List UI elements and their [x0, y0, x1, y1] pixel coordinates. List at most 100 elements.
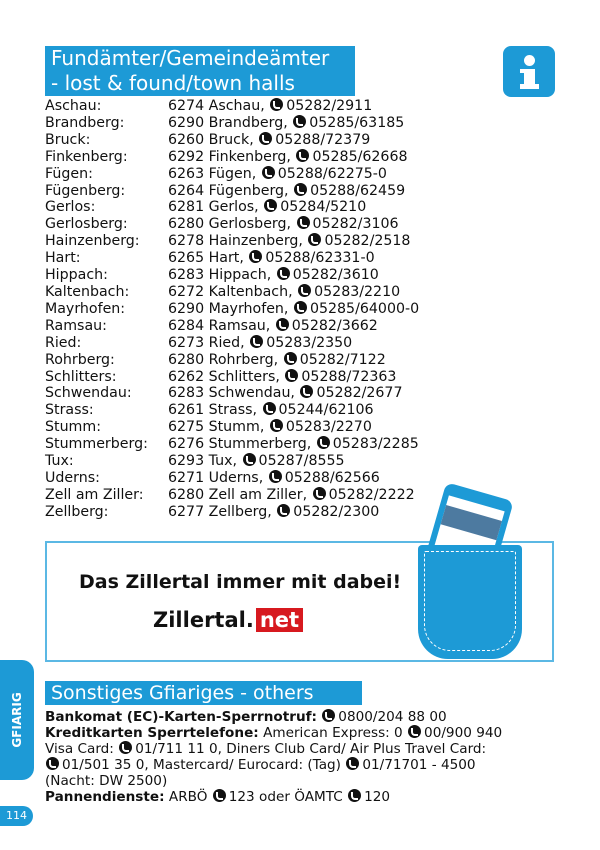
- phone-number: 05287/8555: [258, 453, 345, 470]
- phone-icon: [250, 334, 264, 348]
- phone-number: 05283/2270: [285, 419, 372, 436]
- town-name: Stummerberg:: [45, 436, 148, 453]
- phone-icon: [270, 98, 284, 111]
- zillertal-net-logo: Zillertal. net: [153, 608, 304, 632]
- pocket-icon: [418, 545, 522, 659]
- phone-number: 05285/62668: [312, 148, 408, 165]
- list-item: Gerlosberg: 6280 Gerlosberg, 05282/3106: [45, 216, 419, 233]
- phone-number: 05282/7122: [299, 351, 386, 368]
- list-item: Stummerberg: 6276 Stummerberg, 05283/2285: [45, 436, 419, 453]
- list-item: Strass: 6261 Strass, 05244/62106: [45, 402, 419, 419]
- phone-number: 05244/62106: [278, 402, 374, 419]
- town-address: 6265 Hart, 05288/62331-0: [168, 250, 375, 267]
- town-address: 6274 Aschau, 05282/2911: [168, 98, 373, 114]
- town-address: 6280 Gerlosberg, 05282/3106: [168, 216, 399, 233]
- list-item: Bruck: 6260 Bruck, 05288/72379: [45, 131, 419, 149]
- phone-number: 05282/3662: [291, 317, 378, 334]
- phone-icon: [408, 725, 422, 738]
- phone-icon: [298, 283, 312, 297]
- town-hall-list: Aschau: 6274 Aschau, 05282/2911 Brandberg:…: [45, 98, 419, 521]
- list-item: Kaltenbach: 6272 Kaltenbach, 05283/2210: [45, 283, 419, 301]
- town-name: Uderns:: [45, 469, 100, 486]
- phone-number: 05282/2300: [293, 503, 380, 520]
- town-name: Aschau:: [45, 98, 102, 114]
- town-name: Tux:: [45, 453, 74, 470]
- phone-number: 05284/5210: [280, 199, 367, 216]
- phone-icon: [348, 789, 362, 802]
- town-name: Hart:: [45, 250, 81, 267]
- town-name: Brandberg:: [45, 114, 125, 131]
- town-address: 6290 Brandberg, 05285/63185: [168, 114, 405, 131]
- town-name: Rohrberg:: [45, 351, 115, 368]
- phone-number: 05288/62459: [310, 182, 406, 199]
- phone-number: 05285/64000-0: [309, 300, 420, 317]
- list-item: Hippach: 6283 Hippach, 05282/3610: [45, 267, 419, 284]
- phone-icon: [308, 233, 322, 247]
- town-name: Bruck:: [45, 131, 91, 148]
- town-name: Fügen:: [45, 165, 93, 182]
- info-icon: [503, 46, 555, 97]
- town-name: Hainzenberg:: [45, 233, 140, 250]
- list-item: Tux: 6293 Tux, 05287/8555: [45, 453, 419, 470]
- town-address: 6277 Zellberg, 05282/2300: [168, 503, 380, 520]
- phone-icon: [276, 267, 290, 281]
- list-item: Gerlos: 6281 Gerlos, 05284/5210: [45, 199, 419, 216]
- list-item: Fügen: 6263 Fügen, 05288/62275-0: [45, 165, 419, 183]
- phone-icon: [283, 351, 297, 365]
- section-title-others: Sonstiges Gfiariges - others: [45, 681, 362, 705]
- town-address: 6276 Stummerberg, 05283/2285: [168, 436, 419, 453]
- section-title-town-halls: Fundämter/Gemeindeämter - lost & found/t…: [45, 46, 355, 96]
- phone-icon: [322, 709, 336, 722]
- town-address: 6262 Schlitters, 05288/72363: [168, 368, 397, 385]
- town-name: Schlitters:: [45, 368, 117, 385]
- town-address: 6281 Gerlos, 05284/5210: [168, 199, 367, 216]
- phone-icon: [316, 436, 330, 450]
- list-item: Fügenberg: 6264 Fügenberg, 05288/62459: [45, 182, 419, 200]
- list-item: Ried: 6273 Ried, 05283/2350: [45, 334, 419, 352]
- phone-number: 05282/2677: [316, 385, 403, 402]
- phone-number: 05283/2285: [332, 436, 419, 453]
- town-name: Schwendau:: [45, 385, 132, 402]
- phone-icon: [261, 165, 275, 179]
- zillertal-banner[interactable]: Das Zillertal immer mit dabei! Zillertal…: [45, 541, 554, 662]
- town-address: 6272 Kaltenbach, 05283/2210: [168, 283, 401, 300]
- banner-slogan: Das Zillertal immer mit dabei!: [79, 571, 402, 593]
- phone-icon: [293, 300, 307, 314]
- phone-icon: [212, 789, 226, 802]
- list-item: Schlitters: 6262 Schlitters, 05288/72363: [45, 368, 419, 386]
- town-address: 6280 Zell am Ziller, 05282/2222: [168, 486, 415, 503]
- phone-icon: [293, 114, 307, 128]
- phone-number: 05288/62566: [284, 469, 380, 486]
- phone-icon: [277, 503, 291, 517]
- phone-number: 05283/2210: [314, 283, 401, 300]
- phone-icon: [269, 419, 283, 433]
- phone-number: 05282/2911: [286, 98, 373, 114]
- town-name: Hippach:: [45, 267, 108, 284]
- list-item: Hart: 6265 Hart, 05288/62331-0: [45, 250, 419, 267]
- phone-icon: [296, 148, 310, 162]
- town-name: Strass:: [45, 402, 94, 419]
- phone-icon: [296, 216, 310, 230]
- town-address: 6292 Finkenberg, 05285/62668: [168, 148, 408, 165]
- town-address: 6283 Schwendau, 05282/2677: [168, 385, 403, 402]
- phone-icon: [294, 182, 308, 196]
- list-item: Schwendau: 6283 Schwendau, 05282/2677: [45, 385, 419, 402]
- phone-icon: [46, 757, 59, 770]
- phone-number: 05288/72379: [275, 131, 371, 148]
- chapter-tab[interactable]: GFIARIG: [0, 660, 34, 780]
- list-item: Rohrberg: 6280 Rohrberg, 05282/7122: [45, 351, 419, 369]
- town-address: 6264 Fügenberg, 05288/62459: [168, 182, 406, 199]
- town-address: 6283 Hippach, 05282/3610: [168, 267, 379, 284]
- list-item: Uderns: 6271 Uderns, 05288/62566: [45, 469, 419, 487]
- list-item: Ramsau: 6284 Ramsau, 05282/3662: [45, 317, 419, 335]
- list-item: Zellberg: 6277 Zellberg, 05282/2300: [45, 503, 419, 521]
- town-name: Fügenberg:: [45, 182, 126, 199]
- others-text: Bankomat (EC)-Karten-Sperrnotruf: 0800/2…: [45, 709, 503, 805]
- list-item: Mayrhofen: 6290 Mayrhofen, 05285/64000-0: [45, 300, 420, 318]
- phone-icon: [346, 757, 360, 770]
- phone-number: 05282/3610: [292, 267, 379, 284]
- list-item: Zell am Ziller: 6280 Zell am Ziller, 0528…: [45, 486, 419, 504]
- town-address: 6290 Mayrhofen, 05285/64000-0: [168, 300, 420, 317]
- town-address: 6275 Stumm, 05283/2270: [168, 419, 372, 436]
